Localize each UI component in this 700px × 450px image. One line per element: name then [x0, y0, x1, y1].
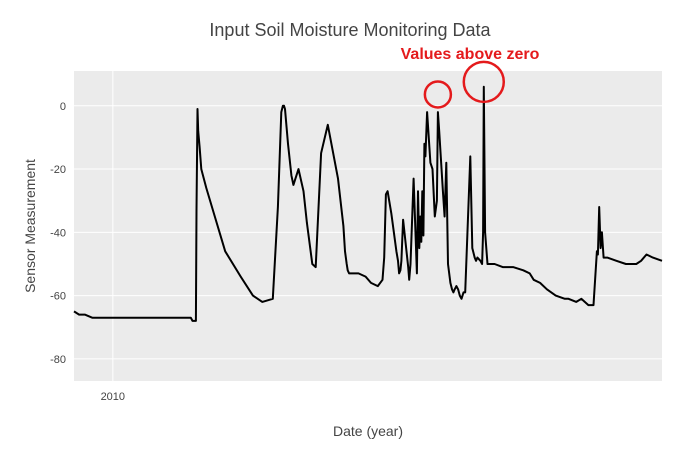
x-tick-labels: 2010	[101, 391, 125, 403]
grid-lines	[74, 71, 662, 381]
x-axis-title: Date (year)	[333, 423, 403, 439]
chart-title: Input Soil Moisture Monitoring Data	[209, 20, 491, 40]
y-tick-label: -60	[50, 291, 66, 303]
y-tick-label: 0	[60, 101, 66, 113]
y-axis-title: Sensor Measurement	[22, 159, 38, 293]
annotation-circle	[423, 80, 453, 109]
series-line	[73, 85, 663, 322]
y-tick-label: -80	[50, 354, 66, 366]
plot-background	[74, 71, 662, 381]
y-tick-label: -40	[50, 227, 66, 239]
y-tick-label: -20	[50, 164, 66, 176]
y-tick-labels: 0 -20 -40 -60 -80	[50, 101, 66, 366]
annotation-markers	[423, 60, 506, 109]
x-tick-label: 2010	[101, 391, 125, 403]
annotation-circle	[462, 60, 506, 104]
annotation-text: Values above zero	[401, 46, 540, 63]
